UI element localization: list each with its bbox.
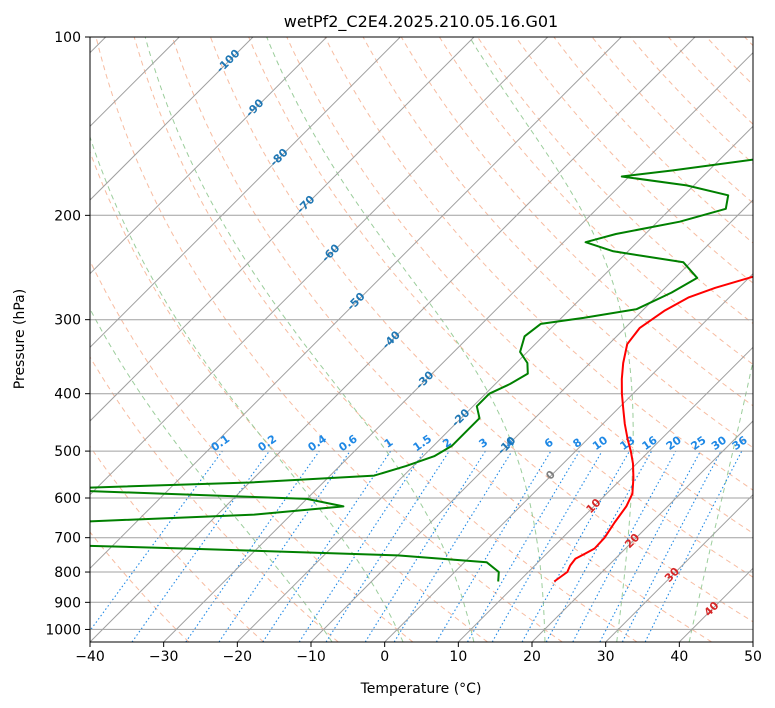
dry-adiabat xyxy=(90,531,190,642)
moist-adiabat xyxy=(90,135,404,642)
temperature-profile xyxy=(553,275,753,583)
isotherm xyxy=(236,125,753,642)
x-tick-label: 20 xyxy=(523,649,541,665)
x-tick-label: −40 xyxy=(75,649,105,665)
y-tick-label: 400 xyxy=(54,387,81,403)
isotherm xyxy=(90,37,549,496)
y-tick-label: 500 xyxy=(54,444,81,460)
moist-adiabat xyxy=(144,37,475,642)
isotherm xyxy=(90,37,622,570)
y-tick-label: 200 xyxy=(54,208,81,224)
mixing-ratio-line xyxy=(131,450,270,642)
x-tick-label: 50 xyxy=(744,649,762,665)
x-tick-label: 10 xyxy=(449,649,467,665)
isotherm xyxy=(90,37,475,422)
dry-adiabat xyxy=(171,37,712,642)
mixing-ratio-line xyxy=(644,450,743,642)
isotherm xyxy=(457,346,753,642)
y-tick-label: 900 xyxy=(54,595,81,611)
dry-adiabat xyxy=(400,37,753,407)
isotherm xyxy=(90,37,254,201)
mixing-ratio-line xyxy=(521,450,630,642)
dry-adiabat xyxy=(133,37,638,642)
isotherm xyxy=(90,37,401,349)
dry-adiabat xyxy=(210,37,753,623)
moist-adiabat xyxy=(90,308,333,642)
x-tick-label: −20 xyxy=(223,649,253,665)
mixing-ratio-line xyxy=(218,450,351,642)
isotherm xyxy=(163,51,753,642)
dry-adiabat xyxy=(90,356,339,642)
moist-adiabat xyxy=(266,37,546,642)
plot-frame xyxy=(89,36,754,643)
mixing-ratio-line xyxy=(393,450,513,642)
y-tick-label: 100 xyxy=(54,30,81,46)
dry-adiabat xyxy=(438,37,753,366)
dry-adiabat xyxy=(90,150,488,642)
y-tick-label: 600 xyxy=(54,491,81,507)
mixing-ratio-line xyxy=(262,450,392,642)
x-tick-label: 0 xyxy=(380,649,389,665)
mixing-ratio-line xyxy=(325,450,450,642)
mixing-ratio-line xyxy=(298,450,425,642)
y-tick-label: 300 xyxy=(54,313,81,329)
dry-adiabat xyxy=(95,37,563,642)
isotherm xyxy=(752,641,753,642)
x-tick-label: 40 xyxy=(670,649,688,665)
axis-layer: −40 −30 −20 −10 0 10 20 30 40 50 100 200 300 400 500 60… xyxy=(45,30,762,665)
isotherm xyxy=(90,37,328,275)
dry-adiabat xyxy=(515,37,753,284)
mixing-ratio-line xyxy=(185,450,320,642)
mixing-ratio-line xyxy=(90,450,223,632)
isotherm xyxy=(90,37,696,642)
dewpoint-profile xyxy=(90,158,753,582)
isotherm xyxy=(310,199,753,642)
x-tick-label: 30 xyxy=(597,649,615,665)
chart-title: wetPf2_C2E4.2025.210.05.16.G01 xyxy=(284,12,558,32)
y-axis-label: Pressure (hPa) xyxy=(12,289,28,389)
x-tick-label: −30 xyxy=(149,649,179,665)
plot-background xyxy=(90,37,753,642)
mixing-ratio-line xyxy=(545,450,653,642)
x-tick-label: −10 xyxy=(296,649,326,665)
y-tick-label: 1000 xyxy=(45,622,81,638)
series-layer xyxy=(90,158,753,583)
isotherm xyxy=(605,493,753,642)
y-tick-label: 800 xyxy=(54,565,81,581)
dry-adiabat xyxy=(248,37,753,578)
grid-layer xyxy=(90,37,753,642)
isotherm xyxy=(531,420,753,642)
mixing-ratio-line xyxy=(572,450,677,642)
x-axis-label: Temperature (°C) xyxy=(360,681,482,697)
y-tick-label: 700 xyxy=(54,531,81,547)
isotherm xyxy=(384,272,753,642)
